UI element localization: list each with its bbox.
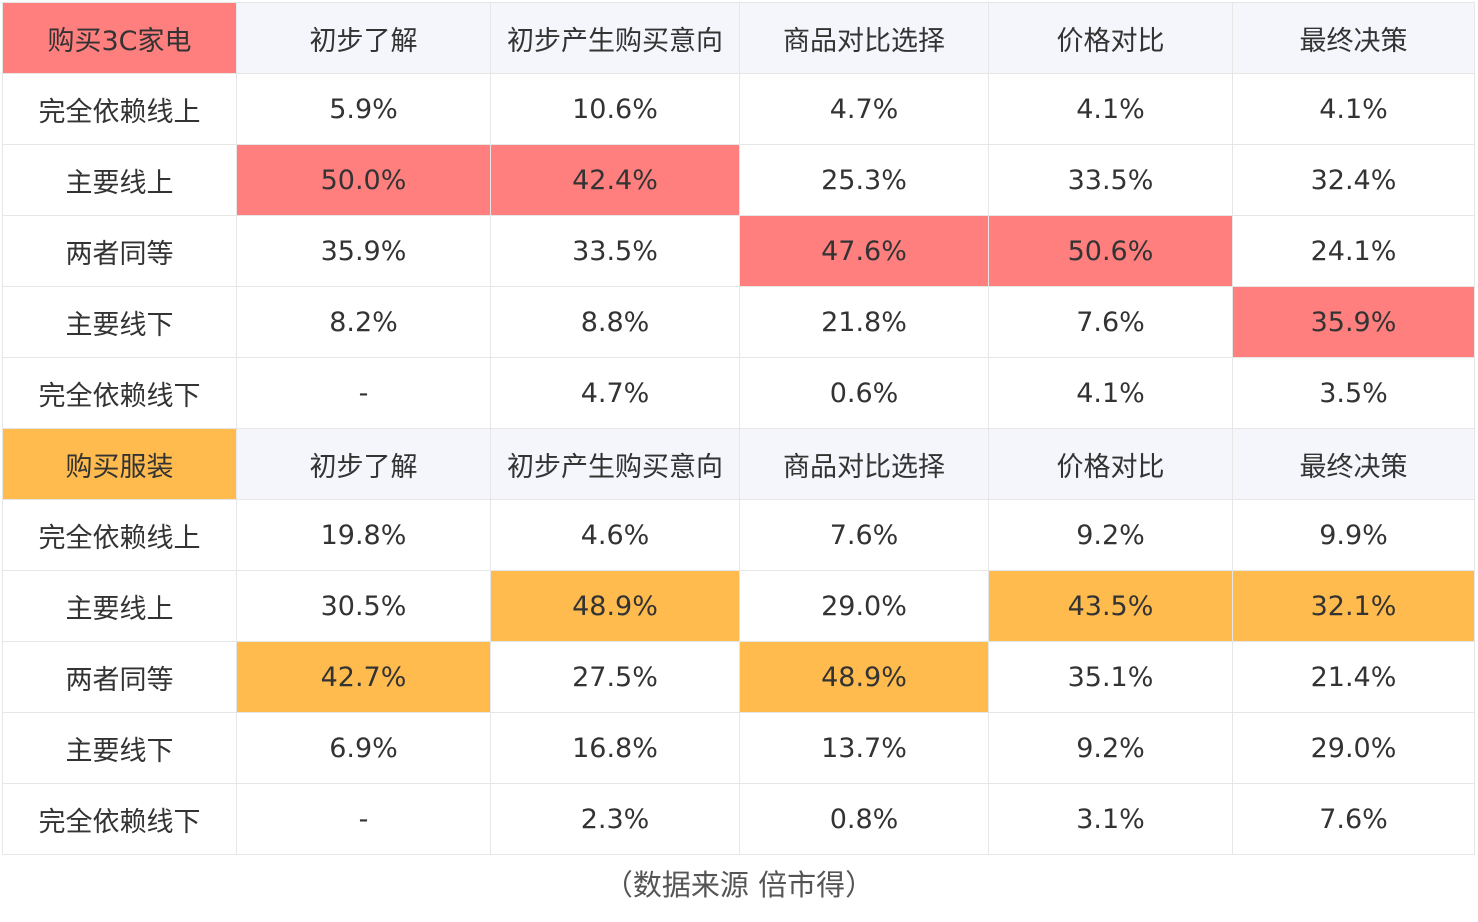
value-cell: 32.4% [1232, 144, 1475, 216]
table-row: 完全依赖线上 5.9% 10.6% 4.7% 4.1% 4.1% [2, 73, 1475, 145]
value-cell: 4.1% [988, 357, 1233, 429]
data-table: 购买3C家电 初步了解 初步产生购买意向 商品对比选择 价格对比 最终决策 完全依赖线上 5.… [2, 2, 1475, 855]
table-row: 主要线下 8.2% 8.8% 21.8% 7.6% 35.9% [2, 286, 1475, 358]
value-cell: 8.2% [236, 286, 491, 358]
value-cell: 4.7% [490, 357, 740, 429]
row-label-cell: 完全依赖线下 [2, 357, 237, 429]
highlighted-value-cell: 50.0% [236, 144, 491, 216]
highlighted-value-cell: 43.5% [988, 570, 1233, 642]
section-title-cell: 购买3C家电 [2, 2, 237, 74]
value-cell: 8.8% [490, 286, 740, 358]
row-label-cell: 两者同等 [2, 215, 237, 287]
value-cell: 27.5% [490, 641, 740, 713]
value-cell: 21.4% [1232, 641, 1475, 713]
table-row: 主要线上 50.0% 42.4% 25.3% 33.5% 32.4% [2, 144, 1475, 216]
column-header-cell: 商品对比选择 [739, 428, 989, 500]
value-cell: 13.7% [739, 712, 989, 784]
table-row: 完全依赖线下 -2.3% 0.8% 3.1% 7.6% [2, 783, 1475, 855]
value-cell: 3.5% [1232, 357, 1475, 429]
value-cell: 10.6% [490, 73, 740, 145]
data-table-container: 购买3C家电 初步了解 初步产生购买意向 商品对比选择 价格对比 最终决策 完全依赖线上 5.… [2, 2, 1475, 855]
section-header-row: 购买服装 初步了解 初步产生购买意向 商品对比选择 价格对比 最终决策 [2, 428, 1475, 500]
row-label-cell: 两者同等 [2, 641, 237, 713]
column-header-cell: 初步产生购买意向 [490, 428, 740, 500]
highlighted-value-cell: 48.9% [490, 570, 740, 642]
value-cell: 35.1% [988, 641, 1233, 713]
value-cell: 7.6% [739, 499, 989, 571]
value-cell: 0.6% [739, 357, 989, 429]
row-label-cell: 主要线上 [2, 144, 237, 216]
value-cell: 7.6% [1232, 783, 1475, 855]
value-cell: 4.1% [1232, 73, 1475, 145]
value-cell: - [236, 357, 491, 429]
highlighted-value-cell: 42.4% [490, 144, 740, 216]
highlighted-value-cell: 47.6% [739, 215, 989, 287]
highlighted-value-cell: 48.9% [739, 641, 989, 713]
row-label-cell: 主要线下 [2, 286, 237, 358]
value-cell: 29.0% [739, 570, 989, 642]
column-header-cell: 价格对比 [988, 2, 1233, 74]
column-header-cell: 商品对比选择 [739, 2, 989, 74]
table-row: 主要线上 30.5% 48.9% 29.0% 43.5% 32.1% [2, 570, 1475, 642]
value-cell: 33.5% [490, 215, 740, 287]
value-cell: 9.2% [988, 712, 1233, 784]
row-label-cell: 完全依赖线下 [2, 783, 237, 855]
table-row: 两者同等 35.9% 33.5% 47.6% 50.6% 24.1% [2, 215, 1475, 287]
row-label-cell: 主要线上 [2, 570, 237, 642]
value-cell: - [236, 783, 491, 855]
value-cell: 5.9% [236, 73, 491, 145]
value-cell: 9.9% [1232, 499, 1475, 571]
value-cell: 0.8% [739, 783, 989, 855]
column-header-cell: 价格对比 [988, 428, 1233, 500]
row-label-cell: 主要线下 [2, 712, 237, 784]
value-cell: 4.1% [988, 73, 1233, 145]
column-header-cell: 初步了解 [236, 428, 491, 500]
section-header-row: 购买3C家电 初步了解 初步产生购买意向 商品对比选择 价格对比 最终决策 [2, 2, 1475, 74]
value-cell: 35.9% [236, 215, 491, 287]
value-cell: 21.8% [739, 286, 989, 358]
source-caption: （数据来源 倍市得） [603, 868, 875, 902]
value-cell: 30.5% [236, 570, 491, 642]
highlighted-value-cell: 35.9% [1232, 286, 1475, 358]
table-row: 主要线下 6.9% 16.8% 13.7% 9.2% 29.0% [2, 712, 1475, 784]
column-header-cell: 最终决策 [1232, 428, 1475, 500]
row-label-cell: 完全依赖线上 [2, 499, 237, 571]
value-cell: 9.2% [988, 499, 1233, 571]
value-cell: 4.6% [490, 499, 740, 571]
value-cell: 19.8% [236, 499, 491, 571]
value-cell: 29.0% [1232, 712, 1475, 784]
row-label-cell: 完全依赖线上 [2, 73, 237, 145]
value-cell: 24.1% [1232, 215, 1475, 287]
table-row: 完全依赖线上 19.8% 4.6% 7.6% 9.2% 9.9% [2, 499, 1475, 571]
section-title-cell: 购买服装 [2, 428, 237, 500]
value-cell: 25.3% [739, 144, 989, 216]
value-cell: 7.6% [988, 286, 1233, 358]
value-cell: 16.8% [490, 712, 740, 784]
value-cell: 33.5% [988, 144, 1233, 216]
highlighted-value-cell: 42.7% [236, 641, 491, 713]
column-header-cell: 最终决策 [1232, 2, 1475, 74]
value-cell: 2.3% [490, 783, 740, 855]
highlighted-value-cell: 50.6% [988, 215, 1233, 287]
table-row: 两者同等 42.7% 27.5% 48.9% 35.1% 21.4% [2, 641, 1475, 713]
table-row: 完全依赖线下 -4.7% 0.6% 4.1% 3.5% [2, 357, 1475, 429]
value-cell: 4.7% [739, 73, 989, 145]
column-header-cell: 初步产生购买意向 [490, 2, 740, 74]
value-cell: 6.9% [236, 712, 491, 784]
value-cell: 3.1% [988, 783, 1233, 855]
column-header-cell: 初步了解 [236, 2, 491, 74]
highlighted-value-cell: 32.1% [1232, 570, 1475, 642]
